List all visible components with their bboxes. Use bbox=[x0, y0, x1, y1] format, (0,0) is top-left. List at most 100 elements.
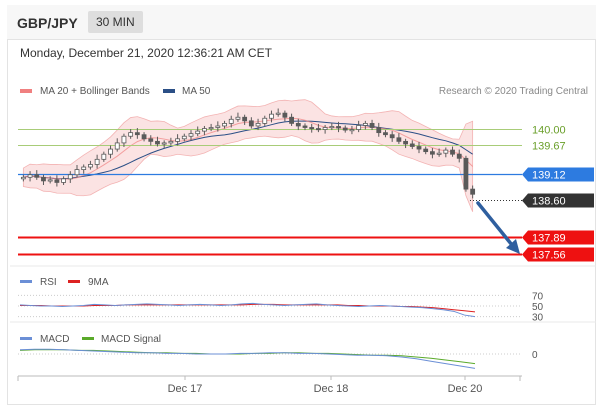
candle-body bbox=[436, 152, 442, 155]
candle-body bbox=[329, 126, 335, 129]
candle-body bbox=[108, 148, 113, 155]
rsi-tick-label: 70 bbox=[532, 291, 544, 302]
candle-body bbox=[389, 134, 395, 139]
macd-legend-label: MACD bbox=[40, 334, 69, 345]
candles bbox=[20, 108, 476, 199]
resistance-label: 140.00 bbox=[532, 125, 566, 137]
ma50-line bbox=[23, 120, 473, 180]
candle-body bbox=[128, 132, 134, 137]
macd-line bbox=[19, 348, 476, 369]
candle-body bbox=[302, 125, 308, 128]
current-price-label: 138.60 bbox=[532, 196, 566, 208]
rsi-line bbox=[19, 302, 476, 318]
support-label: 137.56 bbox=[532, 250, 566, 262]
ma20-legend-label: MA 20 + Bollinger Bands bbox=[40, 86, 150, 97]
x-axis: Dec 17 Dec 18 Dec 20 bbox=[17, 376, 521, 395]
candle-body bbox=[409, 143, 415, 147]
ma20-line bbox=[23, 117, 473, 180]
candle-body bbox=[262, 117, 268, 124]
candle-body bbox=[356, 125, 362, 130]
ma50-legend-swatch bbox=[163, 89, 175, 93]
candle-body bbox=[456, 153, 462, 159]
candle-body bbox=[423, 148, 429, 153]
candle-body bbox=[470, 188, 476, 195]
candle-body bbox=[242, 116, 248, 122]
candle-body bbox=[430, 151, 435, 155]
candle-body bbox=[47, 179, 53, 182]
candle-body bbox=[450, 149, 455, 155]
candle-body bbox=[155, 140, 160, 145]
macd-panel: 0 bbox=[18, 348, 538, 369]
candle-body bbox=[316, 128, 321, 131]
forecast-arrow bbox=[476, 201, 520, 254]
candle-body bbox=[309, 127, 315, 130]
candle-body bbox=[255, 123, 261, 127]
price-levels bbox=[18, 129, 522, 256]
candle-body bbox=[141, 134, 147, 140]
candle-body bbox=[235, 116, 241, 120]
rsi-ma-line bbox=[20, 303, 476, 313]
macd-signal-legend-label: MACD Signal bbox=[101, 334, 161, 345]
timeframe-badge[interactable]: 30 MIN bbox=[88, 11, 143, 33]
candle-body bbox=[61, 178, 66, 183]
candle-body bbox=[369, 123, 375, 128]
candle-body bbox=[463, 157, 469, 190]
candle-body bbox=[34, 174, 40, 178]
candle-body bbox=[282, 112, 288, 118]
candle-body bbox=[161, 142, 167, 145]
candle-body bbox=[376, 127, 382, 134]
candle-body bbox=[148, 138, 154, 142]
candle-body bbox=[215, 125, 221, 128]
resistance-label: 139.67 bbox=[532, 141, 566, 153]
ma50-legend-label: MA 50 bbox=[182, 86, 211, 97]
candle-body bbox=[362, 123, 368, 126]
candle-body bbox=[383, 132, 388, 136]
forecast-arrow-shaft bbox=[476, 201, 514, 247]
pivot-label: 139.12 bbox=[532, 170, 566, 182]
candle-body bbox=[195, 130, 201, 135]
candle-body bbox=[67, 174, 73, 180]
support-tag bbox=[522, 230, 594, 245]
candle-body bbox=[289, 116, 294, 124]
rsi-tick-label: 30 bbox=[532, 313, 544, 324]
chart-widget bbox=[7, 5, 596, 405]
x-axis-tick-label: Dec 17 bbox=[168, 383, 203, 395]
candle-body bbox=[41, 176, 46, 182]
price-level-tags: 140.00 139.67 139.12 138.60 137.89 137.56 bbox=[522, 125, 594, 262]
support-label: 137.89 bbox=[532, 233, 566, 245]
macd-signal-line bbox=[19, 349, 476, 365]
support-tag bbox=[522, 247, 594, 262]
candle-body bbox=[248, 120, 254, 127]
candle-body bbox=[342, 127, 348, 131]
candle-body bbox=[349, 129, 355, 132]
candle-body bbox=[222, 123, 227, 127]
candle-body bbox=[88, 164, 93, 168]
candle-body bbox=[74, 169, 80, 176]
candle-body bbox=[121, 135, 127, 144]
bollinger-band-fill bbox=[22, 99, 474, 212]
candle-body bbox=[396, 137, 402, 142]
rsi-ma-legend-swatch bbox=[68, 280, 80, 283]
x-axis-tick-label: Dec 18 bbox=[314, 383, 349, 395]
candle-body bbox=[114, 142, 120, 150]
candle-body bbox=[275, 112, 281, 115]
candle-body bbox=[54, 179, 60, 183]
candle-body bbox=[443, 149, 449, 154]
candle-body bbox=[188, 133, 194, 137]
macd-legend-swatch bbox=[20, 337, 32, 340]
candle-body bbox=[81, 166, 87, 171]
rsi-ma-legend-label: 9MA bbox=[88, 277, 109, 288]
current-price-tag bbox=[522, 193, 594, 208]
candle-body bbox=[134, 132, 140, 136]
rsi-legend-label: RSI bbox=[40, 277, 57, 288]
x-axis-tick-label: Dec 20 bbox=[448, 383, 483, 395]
candle-body bbox=[208, 127, 214, 130]
candle-body bbox=[322, 127, 328, 130]
candle-body bbox=[27, 174, 33, 178]
candle-body bbox=[202, 128, 207, 132]
price-panel: 140.00 139.67 139.12 138.60 137.89 137.56 bbox=[18, 99, 594, 262]
pivot-tag bbox=[522, 167, 594, 182]
candle-body bbox=[168, 140, 174, 144]
